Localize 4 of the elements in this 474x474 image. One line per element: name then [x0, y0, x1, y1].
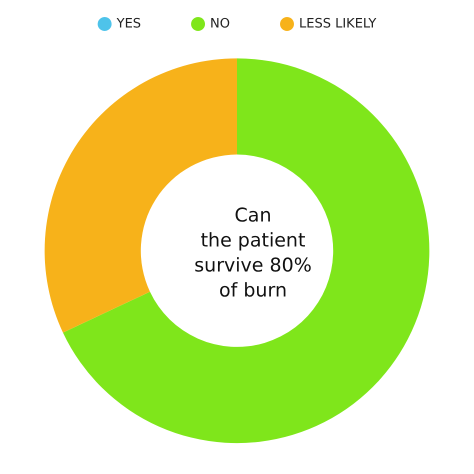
text: Can the patient survive 80% of burn	[194, 204, 312, 302]
legend-label: NO	[210, 16, 230, 32]
legend-label: LESS LIKELY	[299, 16, 376, 32]
legend-label: YES	[116, 16, 142, 32]
